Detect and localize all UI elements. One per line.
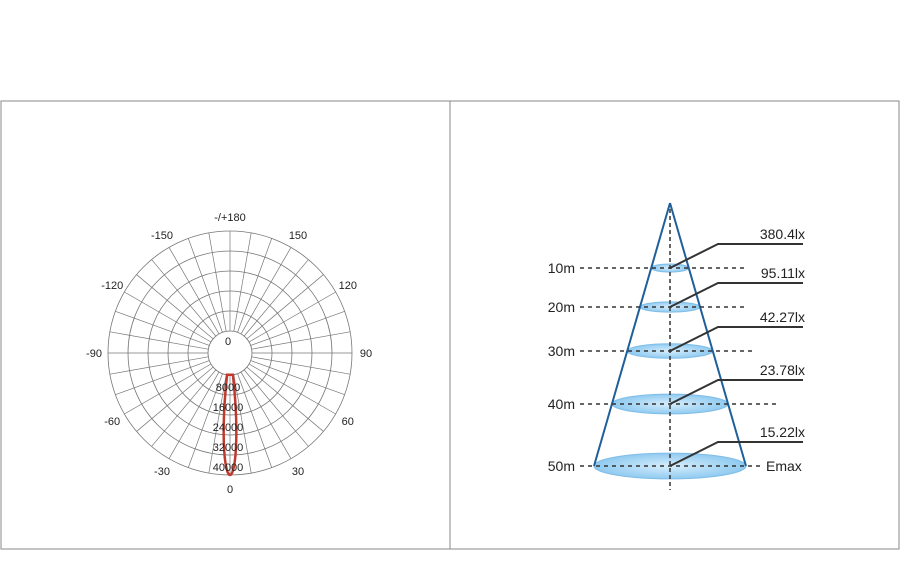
polar-ring-labels: 0 8000 16000 24000 32000 40000	[213, 336, 244, 474]
lux-label: 42.27lx	[760, 309, 805, 325]
polar-spoke	[240, 247, 292, 335]
polar-spoke	[246, 366, 324, 432]
polar-spoke	[124, 291, 212, 343]
distance-label: 40m	[548, 396, 575, 412]
lux-leader-line	[669, 282, 803, 308]
lux-leader-line	[669, 243, 803, 269]
angle-label: -30	[154, 466, 170, 478]
angle-label: 0	[227, 484, 233, 496]
polar-spoke	[248, 363, 336, 415]
polar-spoke	[250, 310, 345, 346]
right-panel	[449, 100, 900, 550]
emax-label: Emax	[766, 458, 802, 474]
polar-spoke	[151, 259, 217, 337]
polar-grid	[107, 230, 353, 476]
ring-label: 16000	[213, 402, 244, 414]
lux-label: 23.78lx	[760, 362, 805, 378]
distance-label: 50m	[548, 458, 575, 474]
beam-intensity-curve	[222, 373, 238, 477]
polar-angle-labels: -/+180 -150 150 -120 120 -90 90 -60 60 -30 30 0	[86, 212, 372, 496]
polar-spoke	[233, 232, 252, 332]
polar-spoke	[240, 371, 292, 459]
distance-label: 30m	[548, 343, 575, 359]
polar-spoke	[248, 291, 336, 343]
angle-label: -150	[151, 230, 173, 242]
polar-spoke	[151, 369, 217, 447]
illuminance-cone-diagram: 10m 380.4lx 20m 95.11lx 30m 42.27lx 40m 23.78lx…	[548, 202, 805, 490]
polar-spoke	[109, 356, 209, 375]
angle-label: 90	[360, 348, 372, 360]
ring-label: 40000	[213, 462, 244, 474]
polar-spoke	[187, 373, 223, 468]
polar-spoke	[237, 238, 273, 333]
cone-left-edge	[593, 202, 671, 467]
polar-spoke	[187, 238, 223, 333]
polar-spoke	[246, 274, 324, 340]
cone-outline	[580, 202, 803, 490]
lux-label: 380.4lx	[760, 226, 805, 242]
angle-label: 30	[292, 466, 304, 478]
polar-spoke	[237, 373, 273, 468]
distance-label: 10m	[548, 260, 575, 276]
distance-label: 20m	[548, 299, 575, 315]
angle-label: -/+180	[214, 212, 246, 224]
polar-spoke	[168, 247, 220, 335]
angle-label: -120	[101, 280, 123, 292]
polar-spoke	[243, 259, 309, 337]
polar-spoke	[136, 274, 214, 340]
angle-label: 60	[342, 416, 354, 428]
polar-spoke	[251, 331, 351, 350]
ring-label: 24000	[213, 422, 244, 434]
polar-spoke	[168, 371, 220, 459]
polar-spoke	[251, 356, 351, 375]
lux-label: 95.11lx	[761, 265, 805, 281]
polar-spoke	[208, 232, 227, 332]
polar-spoke	[115, 360, 210, 396]
lux-leader-line	[669, 379, 803, 405]
polar-spoke	[250, 360, 345, 396]
cone-right-edge	[669, 202, 747, 467]
lux-leader-line	[669, 441, 803, 467]
polar-intensity-diagram: -/+180 -150 150 -120 120 -90 90 -60 60 -30 30 0 0 80…	[86, 212, 372, 496]
angle-label: -90	[86, 348, 102, 360]
angle-label: -60	[104, 416, 120, 428]
lux-leader-line	[669, 326, 803, 352]
polar-spoke	[115, 310, 210, 346]
left-panel	[0, 100, 451, 550]
polar-spoke	[233, 374, 252, 474]
polar-spoke	[124, 363, 212, 415]
angle-label: 150	[289, 230, 307, 242]
ring-label: 8000	[216, 382, 240, 394]
lux-label: 15.22lx	[760, 424, 805, 440]
angle-label: 120	[339, 280, 357, 292]
cone-labels: 10m 380.4lx 20m 95.11lx 30m 42.27lx 40m 23.78lx…	[548, 226, 805, 474]
polar-spoke	[136, 366, 214, 432]
polar-spoke	[243, 369, 309, 447]
ring-label: 32000	[213, 442, 244, 454]
polar-spoke	[208, 374, 227, 474]
ring-label: 0	[225, 336, 231, 348]
polar-spoke	[109, 331, 209, 350]
